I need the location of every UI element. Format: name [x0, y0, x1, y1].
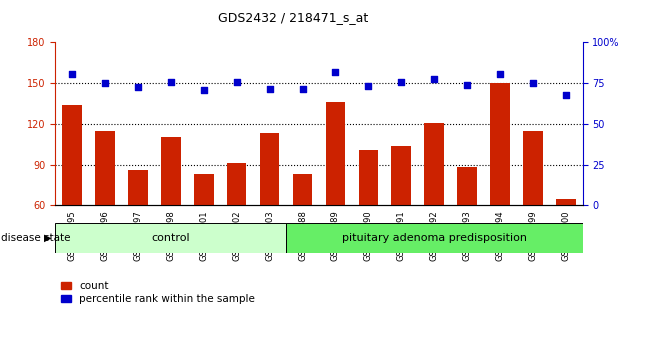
Point: [396, 79, 407, 85]
FancyBboxPatch shape: [286, 223, 583, 253]
Point: [561, 93, 572, 98]
Point: [100, 80, 110, 86]
Text: ▶: ▶: [44, 233, 51, 243]
Point: [231, 79, 242, 85]
Point: [462, 82, 473, 87]
Point: [330, 69, 340, 75]
Bar: [95, 131, 115, 205]
Point: [495, 71, 505, 76]
Bar: [490, 83, 510, 205]
Point: [429, 76, 439, 82]
Point: [264, 86, 275, 91]
Bar: [391, 145, 411, 205]
Bar: [424, 122, 444, 205]
Bar: [161, 137, 180, 205]
Point: [199, 87, 209, 93]
Text: control: control: [152, 233, 190, 243]
Point: [165, 79, 176, 85]
Bar: [523, 131, 543, 205]
Bar: [556, 199, 576, 205]
Point: [528, 80, 538, 86]
Bar: [458, 167, 477, 205]
Bar: [62, 105, 81, 205]
Bar: [227, 163, 247, 205]
Text: GDS2432 / 218471_s_at: GDS2432 / 218471_s_at: [218, 11, 368, 24]
Point: [66, 71, 77, 76]
Text: disease state: disease state: [1, 233, 70, 243]
Point: [133, 85, 143, 90]
Bar: [260, 133, 279, 205]
Bar: [194, 174, 214, 205]
Point: [298, 86, 308, 91]
Bar: [293, 174, 312, 205]
Bar: [326, 102, 345, 205]
Legend: count, percentile rank within the sample: count, percentile rank within the sample: [61, 281, 255, 304]
Bar: [128, 170, 148, 205]
Text: pituitary adenoma predisposition: pituitary adenoma predisposition: [342, 233, 527, 243]
Bar: [359, 150, 378, 205]
Point: [363, 83, 374, 89]
FancyBboxPatch shape: [55, 223, 286, 253]
